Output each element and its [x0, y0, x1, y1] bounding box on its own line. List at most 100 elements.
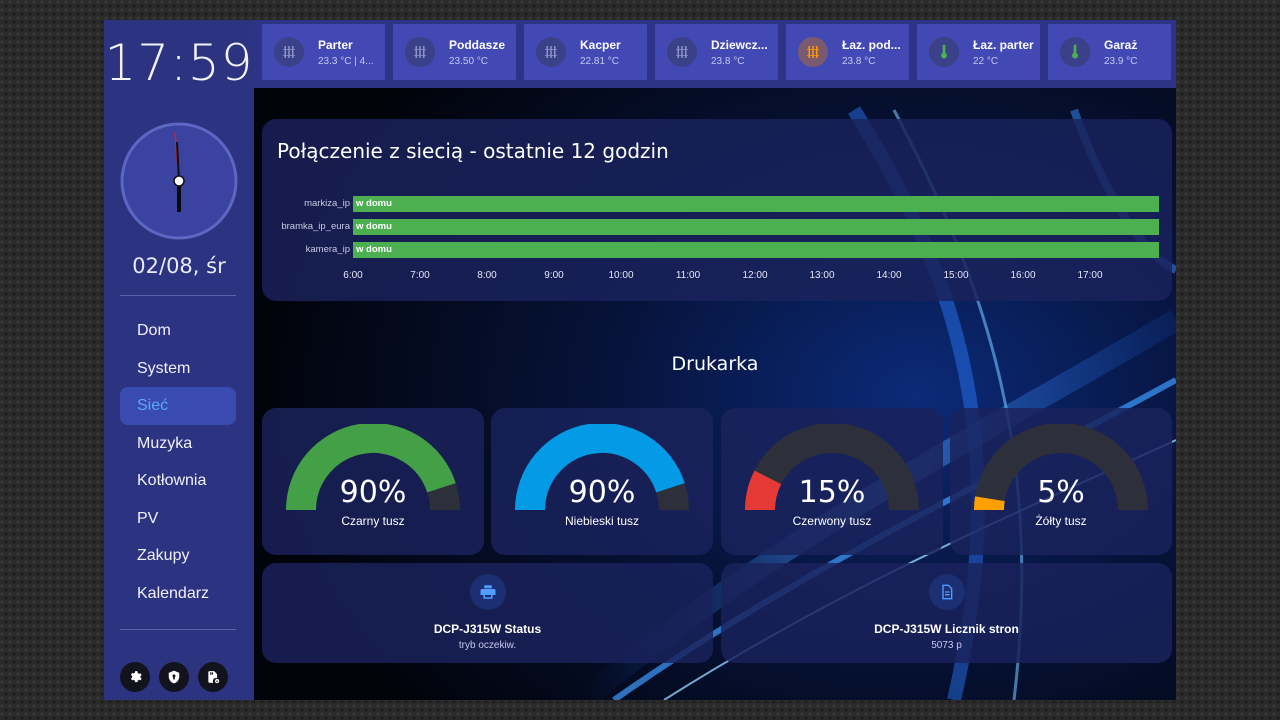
- time-tick: 15:00: [943, 270, 969, 281]
- dashboard-frame: 17:59 02/08, śr Dom System Sieć Muzyka K…: [104, 20, 1176, 700]
- radiator-icon: [545, 46, 557, 58]
- gauge-fill: [515, 424, 685, 511]
- time-tick: 10:00: [608, 270, 634, 281]
- gauge-card-blue[interactable]: 90% Niebieski tusz: [491, 408, 713, 555]
- tile-name: Łaz. pod...: [842, 38, 901, 52]
- card-title: Połączenie z siecią - ostatnie 12 godzin: [277, 139, 669, 163]
- tile-value: 23.8 °C: [711, 56, 745, 67]
- sidebar-item-dom[interactable]: Dom: [137, 322, 171, 339]
- tile-name: Parter: [318, 38, 353, 52]
- analog-clock: [120, 122, 238, 240]
- sidebar-item-pv[interactable]: PV: [137, 509, 159, 527]
- time-tick: 8:00: [477, 270, 497, 281]
- tile-value: 22 °C: [973, 56, 999, 67]
- sidebar-item-zakupy[interactable]: Zakupy: [137, 547, 190, 564]
- radiator-icon: [283, 46, 295, 58]
- tile-lazienka-parter[interactable]: Łaz. parter 22 °C: [917, 24, 1040, 80]
- file-document-icon: [942, 584, 953, 600]
- sidebar-item-system[interactable]: System: [137, 359, 191, 377]
- sidebar-item-siec[interactable]: Sieć: [120, 387, 236, 425]
- time-tick: 14:00: [876, 270, 902, 281]
- radiator-icon: [414, 46, 426, 58]
- printer-icon: [480, 585, 496, 599]
- time-tick: 16:00: [1010, 270, 1036, 281]
- gauge-fill: [974, 496, 1005, 511]
- tile-garaz[interactable]: Garaż 23.9 °C: [1048, 24, 1171, 80]
- shield-icon: [168, 670, 180, 684]
- sidebar-nav: Dom System Sieć Muzyka Kotłownia PV Zaku…: [120, 312, 236, 612]
- tile-value: 23.3 °C | 4...: [318, 56, 374, 67]
- timeline-entity-label: markiza_ip: [304, 198, 350, 209]
- tile-name: Łaz. parter: [973, 38, 1034, 52]
- gauge-fill: [745, 470, 782, 511]
- radiator-icon-active: [807, 46, 819, 58]
- time-tick: 17:00: [1077, 270, 1103, 281]
- tile-value: 22.81 °C: [580, 56, 620, 67]
- thermometer-icon: [1072, 44, 1078, 59]
- timeline-entity-label: kamera_ip: [305, 244, 350, 255]
- date-label: 02/08, śr: [132, 254, 226, 278]
- main-view: Parter 23.3 °C | 4... Poddasze 23.50 °C …: [254, 20, 1176, 700]
- tile-name: Poddasze: [449, 38, 506, 52]
- clock-time: 17:59: [104, 34, 254, 92]
- tile-value: 23.9 °C: [1104, 56, 1138, 67]
- printer-status-card[interactable]: DCP-J315W Status tryb oczekiw.: [262, 563, 713, 663]
- sidebar-divider: [120, 295, 236, 296]
- storage-settings-button[interactable]: [198, 662, 228, 692]
- gauge-label: Czerwony tusz: [792, 514, 872, 528]
- gauge-value: 5%: [1037, 475, 1085, 510]
- minute-hand: [176, 141, 180, 182]
- settings-button[interactable]: [120, 662, 150, 692]
- entity-name: DCP-J315W Status: [433, 622, 542, 636]
- gauge-label: Niebieski tusz: [564, 514, 640, 528]
- network-history-card: Połączenie z siecią - ostatnie 12 godzin…: [262, 119, 1172, 301]
- gauge-fill: [286, 424, 456, 511]
- time-tick: 12:00: [742, 270, 768, 281]
- timeline-bar[interactable]: w domu: [353, 242, 1159, 258]
- entity-name: DCP-J315W Licznik stron: [874, 622, 1019, 636]
- entity-state: 5073 p: [931, 640, 962, 651]
- tile-value: 23.8 °C: [842, 56, 876, 67]
- tile-name: Garaż: [1104, 38, 1138, 52]
- security-button[interactable]: [159, 662, 189, 692]
- gauge-track: [974, 424, 1148, 511]
- tile-value: 23.50 °C: [449, 56, 489, 67]
- sd-card-settings-icon: [208, 671, 220, 684]
- gauge-card-yellow[interactable]: 5% Żółty tusz: [950, 408, 1172, 555]
- thermometer-icon: [941, 44, 947, 59]
- gauge-label: Czarny tusz: [341, 514, 405, 528]
- time-tick: 9:00: [544, 270, 564, 281]
- tile-poddasze[interactable]: Poddasze 23.50 °C: [393, 24, 516, 80]
- sidebar: 17:59 02/08, śr Dom System Sieć Muzyka K…: [104, 20, 254, 700]
- room-tiles-bar: Parter 23.3 °C | 4... Poddasze 23.50 °C …: [254, 20, 1176, 88]
- tile-parter[interactable]: Parter 23.3 °C | 4...: [262, 24, 385, 80]
- gauge-card-black[interactable]: 90% Czarny tusz: [262, 408, 484, 555]
- gauge-value: 90%: [568, 475, 636, 510]
- printer-page-counter-card[interactable]: DCP-J315W Licznik stron 5073 p: [721, 563, 1172, 663]
- sidebar-item-kotlownia[interactable]: Kotłownia: [137, 472, 207, 489]
- timeline-entity-label: bramka_ip_eura: [281, 221, 350, 232]
- time-tick: 6:00: [343, 270, 363, 281]
- entity-state: tryb oczekiw.: [458, 640, 517, 651]
- tile-name: Dziewcz...: [711, 38, 768, 52]
- radiator-icon: [676, 46, 688, 58]
- sidebar-divider: [120, 629, 236, 630]
- gauge-value: 90%: [339, 475, 407, 510]
- tile-dziewczyny[interactable]: Dziewcz... 23.8 °C: [655, 24, 778, 80]
- timeline-bar[interactable]: w domu: [353, 219, 1159, 235]
- gauge-value: 15%: [798, 475, 866, 510]
- tile-kacper[interactable]: Kacper 22.81 °C: [524, 24, 647, 80]
- printer-section-title: Drukarka: [671, 353, 759, 375]
- time-tick: 11:00: [675, 270, 701, 281]
- sidebar-item-kalendarz[interactable]: Kalendarz: [137, 584, 210, 602]
- time-tick: 7:00: [410, 270, 430, 281]
- settings-icon: [130, 671, 142, 683]
- gauge-label: Żółty tusz: [1035, 514, 1087, 528]
- sidebar-item-muzyka[interactable]: Muzyka: [137, 434, 193, 452]
- gauge-card-red[interactable]: 15% Czerwony tusz: [721, 408, 943, 555]
- tile-lazienka-poddasze[interactable]: Łaz. pod... 23.8 °C: [786, 24, 909, 80]
- timeline-bar[interactable]: w domu: [353, 196, 1159, 212]
- sidebar-footer: [120, 662, 228, 692]
- tile-name: Kacper: [580, 38, 621, 52]
- time-tick: 13:00: [809, 270, 835, 281]
